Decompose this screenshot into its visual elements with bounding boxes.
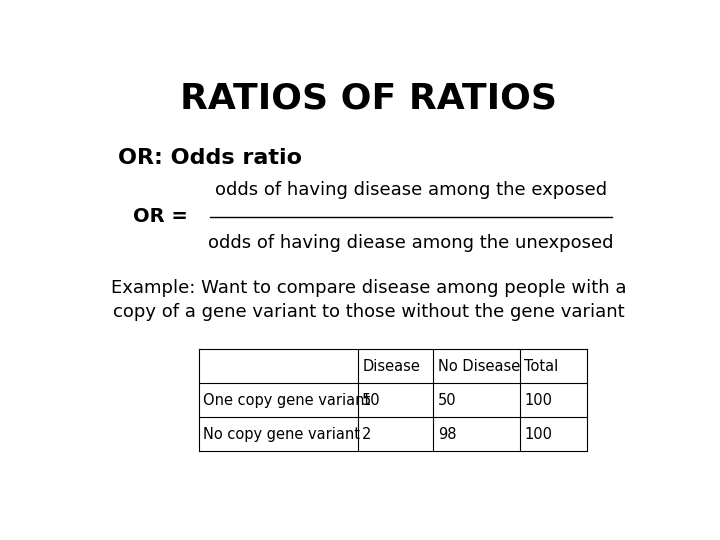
- Text: 2: 2: [362, 427, 372, 442]
- Text: No copy gene variant: No copy gene variant: [203, 427, 360, 442]
- Text: Disease: Disease: [362, 359, 420, 374]
- Text: 98: 98: [438, 427, 456, 442]
- Text: No Disease: No Disease: [438, 359, 520, 374]
- Text: Total: Total: [524, 359, 559, 374]
- Text: 50: 50: [362, 393, 381, 408]
- Text: OR =: OR =: [132, 207, 188, 226]
- Text: OR: Odds ratio: OR: Odds ratio: [118, 148, 302, 168]
- Text: 100: 100: [524, 427, 552, 442]
- Text: One copy gene variant: One copy gene variant: [203, 393, 371, 408]
- Text: odds of having disease among the exposed: odds of having disease among the exposed: [215, 181, 607, 199]
- Text: RATIOS OF RATIOS: RATIOS OF RATIOS: [181, 82, 557, 116]
- Text: odds of having diease among the unexposed: odds of having diease among the unexpose…: [208, 234, 613, 252]
- Text: Example: Want to compare disease among people with a
copy of a gene variant to t: Example: Want to compare disease among p…: [112, 279, 626, 321]
- Text: 50: 50: [438, 393, 456, 408]
- Text: 100: 100: [524, 393, 552, 408]
